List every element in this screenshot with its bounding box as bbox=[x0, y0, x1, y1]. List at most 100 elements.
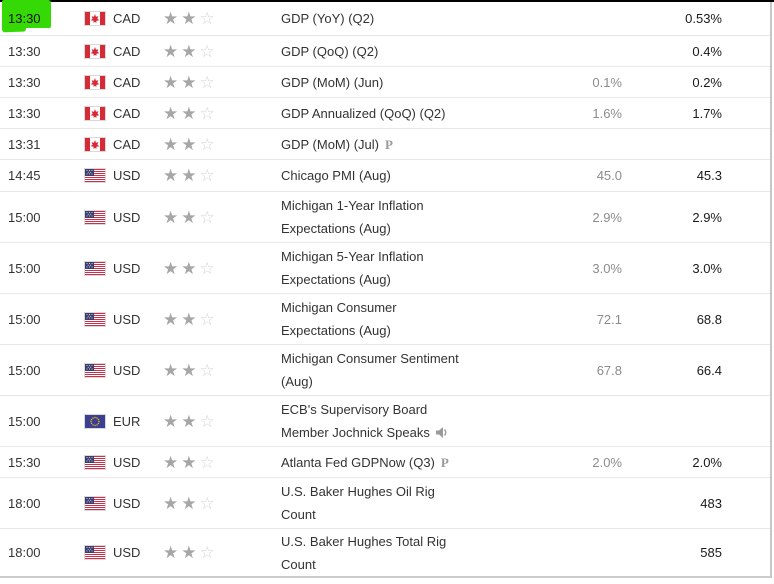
event-name[interactable]: Atlanta Fed GDPNow (Q3) P bbox=[281, 454, 449, 470]
table-row[interactable]: 13:30 CAD ★★☆ GDP (QoQ) (Q2) 0.4% bbox=[0, 36, 770, 67]
currency-code: CAD bbox=[113, 74, 141, 90]
currency-cell: USD bbox=[85, 363, 163, 378]
importance-stars: ★★☆ bbox=[163, 495, 268, 512]
table-row[interactable]: 18:00 USD ★★☆ U.S. Baker Hughes Oil Rig … bbox=[0, 478, 770, 529]
star-filled-icon: ★ bbox=[163, 207, 182, 227]
flag-usd-icon bbox=[85, 363, 105, 377]
star-filled-icon: ★ bbox=[163, 9, 182, 28]
star-outline-icon: ☆ bbox=[199, 258, 218, 278]
star-outline-icon: ☆ bbox=[199, 134, 218, 154]
flag-usd-icon bbox=[85, 455, 105, 469]
star-filled-icon: ★ bbox=[181, 72, 200, 92]
event-time: 13:30 bbox=[8, 74, 41, 90]
flag-cad-icon bbox=[85, 44, 105, 58]
star-outline-icon: ☆ bbox=[199, 207, 218, 227]
currency-cell: USD bbox=[85, 496, 163, 511]
star-filled-icon: ★ bbox=[163, 543, 182, 562]
currency-code: CAD bbox=[113, 11, 141, 26]
star-outline-icon: ☆ bbox=[199, 166, 218, 185]
table-row[interactable]: 13:30 CAD ★★☆ GDP Annualized (QoQ) (Q2) … bbox=[0, 98, 770, 129]
table-row[interactable]: 15:00 USD ★★☆ Michigan Consumer Expectat… bbox=[0, 294, 770, 345]
flag-usd-icon bbox=[85, 210, 105, 224]
star-filled-icon: ★ bbox=[163, 166, 182, 185]
event-time: 13:31 bbox=[8, 136, 41, 152]
star-filled-icon: ★ bbox=[181, 360, 200, 380]
table-row[interactable]: 15:30 USD ★★☆ Atlanta Fed GDPNow (Q3) P 2… bbox=[0, 447, 770, 478]
previous-value: 45.3 bbox=[696, 168, 722, 183]
event-time: 18:00 bbox=[8, 495, 41, 511]
star-filled-icon: ★ bbox=[181, 207, 200, 227]
event-name[interactable]: U.S. Baker Hughes Total Rig Count bbox=[281, 533, 447, 572]
previous-value: 3.0% bbox=[692, 260, 722, 276]
forecast-value: 1.6% bbox=[592, 105, 622, 121]
importance-stars: ★★☆ bbox=[163, 136, 268, 153]
currency-code: USD bbox=[113, 454, 141, 470]
forecast-value: 2.9% bbox=[592, 209, 622, 225]
table-row[interactable]: 15:00 USD ★★☆ Michigan 5-Year Inflation … bbox=[0, 243, 770, 294]
currency-code: USD bbox=[113, 311, 141, 327]
event-name[interactable]: Michigan Consumer Expectations (Aug) bbox=[281, 300, 397, 338]
currency-code: USD bbox=[113, 168, 141, 183]
event-name[interactable]: Michigan 5-Year Inflation Expectations (… bbox=[281, 249, 424, 287]
star-filled-icon: ★ bbox=[163, 41, 182, 61]
event-name[interactable]: GDP (MoM) (Jun) bbox=[281, 74, 384, 90]
table-row[interactable]: 15:00 USD ★★☆ Michigan 1-Year Inflation … bbox=[0, 192, 770, 243]
star-filled-icon: ★ bbox=[163, 360, 182, 380]
table-row[interactable]: 13:30 CAD ★★☆ GDP (MoM) (Jun) 0.1% 0.2% bbox=[0, 67, 770, 98]
table-row[interactable]: 15:00 USD ★★☆ Michigan Consumer Sentimen… bbox=[0, 345, 770, 396]
table-row[interactable]: 18:00 USD ★★☆ U.S. Baker Hughes Total Ri… bbox=[0, 529, 770, 578]
star-filled-icon: ★ bbox=[163, 452, 182, 472]
currency-code: CAD bbox=[113, 105, 141, 121]
forecast-value: 2.0% bbox=[592, 454, 622, 470]
table-row[interactable]: 13:30 CAD ★★☆ GDP (YoY) (Q2) 0.53% bbox=[0, 0, 770, 36]
star-outline-icon: ☆ bbox=[199, 41, 218, 61]
event-time: 15:30 bbox=[8, 454, 41, 470]
event-name[interactable]: ECB's Supervisory Board Member Jochnick … bbox=[268, 398, 522, 444]
event-name[interactable]: U.S. Baker Hughes Oil Rig Count bbox=[281, 484, 435, 522]
event-time: 15:00 bbox=[8, 209, 41, 225]
speaker-icon[interactable] bbox=[435, 426, 448, 439]
importance-stars: ★★☆ bbox=[163, 413, 268, 430]
star-filled-icon: ★ bbox=[181, 452, 200, 472]
flag-usd-icon bbox=[85, 169, 105, 182]
flag-usd-icon bbox=[85, 546, 105, 559]
event-name[interactable]: Chicago PMI (Aug) bbox=[281, 168, 391, 183]
flag-cad-icon bbox=[85, 106, 105, 120]
event-name[interactable]: Michigan Consumer Sentiment (Aug) bbox=[281, 351, 459, 389]
star-filled-icon: ★ bbox=[181, 493, 200, 513]
importance-stars: ★★☆ bbox=[163, 209, 268, 226]
currency-cell: USD bbox=[85, 168, 163, 183]
currency-code: USD bbox=[113, 495, 141, 511]
flag-cad-icon bbox=[85, 12, 105, 25]
currency-cell: USD bbox=[85, 210, 163, 225]
star-filled-icon: ★ bbox=[181, 258, 200, 278]
forecast-value: 45.0 bbox=[596, 168, 622, 183]
event-name[interactable]: Michigan 1-Year Inflation Expectations (… bbox=[281, 198, 424, 236]
event-time: 15:00 bbox=[8, 311, 41, 327]
flag-usd-icon bbox=[85, 261, 105, 275]
table-row[interactable]: 14:45 USD ★★☆ Chicago PMI (Aug) 45.0 45.… bbox=[0, 160, 770, 192]
flag-cad-icon bbox=[85, 75, 105, 89]
star-filled-icon: ★ bbox=[181, 309, 200, 329]
event-name[interactable]: GDP Annualized (QoQ) (Q2) bbox=[281, 105, 446, 121]
currency-cell: EUR bbox=[85, 414, 163, 429]
event-name[interactable]: GDP (QoQ) (Q2) bbox=[281, 43, 379, 59]
star-filled-icon: ★ bbox=[181, 41, 200, 61]
event-time: 15:00 bbox=[8, 260, 41, 276]
forecast-value: 67.8 bbox=[596, 362, 622, 378]
currency-cell: USD bbox=[85, 545, 163, 560]
star-filled-icon: ★ bbox=[181, 103, 200, 123]
flag-usd-icon bbox=[85, 312, 105, 326]
star-filled-icon: ★ bbox=[163, 72, 182, 92]
table-row[interactable]: 15:00 EUR ★★☆ ECB's Supervisory Board Me… bbox=[0, 396, 770, 447]
event-name[interactable]: GDP (MoM) (Jul) P bbox=[281, 136, 393, 152]
event-time: 13:30 bbox=[0, 0, 85, 28]
flag-cad-icon bbox=[85, 137, 105, 151]
star-filled-icon: ★ bbox=[163, 103, 182, 123]
table-row[interactable]: 13:31 CAD ★★☆ GDP (MoM) (Jul) P bbox=[0, 129, 770, 160]
star-filled-icon: ★ bbox=[181, 166, 200, 185]
currency-code: EUR bbox=[113, 413, 141, 429]
previous-value: 2.0% bbox=[692, 454, 722, 470]
event-name[interactable]: GDP (YoY) (Q2) bbox=[281, 11, 375, 26]
